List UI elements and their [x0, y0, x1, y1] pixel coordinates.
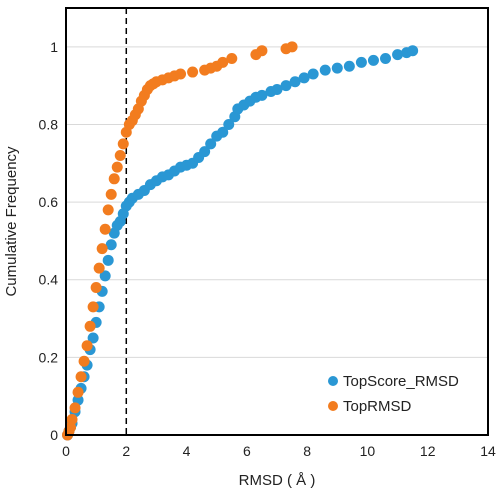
series-1-point-43: [256, 45, 268, 57]
y-tick-label-2: 0.4: [39, 272, 59, 288]
series-1-point-11: [90, 281, 102, 293]
x-tick-label-2: 4: [183, 443, 191, 459]
x-axis-label: RMSD ( Å ): [239, 472, 316, 489]
series-0-point-55: [355, 56, 367, 68]
series-0-point-49: [289, 76, 301, 88]
series-1-point-19: [114, 150, 126, 162]
y-tick-label-3: 0.6: [39, 194, 59, 210]
series-0-point-36: [205, 138, 217, 150]
series-1-point-10: [87, 301, 99, 313]
legend-label-topscore-rmsd: TopScore_RMSD: [343, 373, 459, 390]
series-0-point-52: [319, 64, 331, 76]
series-1-point-35: [175, 68, 187, 80]
series-1-point-12: [93, 262, 105, 274]
series-0-point-48: [280, 80, 292, 92]
legend-label-toprmsd: TopRMSD: [343, 398, 412, 415]
series-1-point-36: [187, 66, 199, 78]
series-0-point-53: [331, 62, 343, 74]
series-1-point-17: [108, 173, 120, 185]
y-tick-label-5: 1: [50, 39, 58, 55]
y-tick-label-4: 0.8: [39, 116, 59, 132]
data-markers: [62, 41, 419, 441]
y-axis-label: Cumulative Frequency: [3, 146, 20, 297]
series-0-point-51: [307, 68, 319, 80]
plot-frame: [65, 7, 489, 436]
series-0-point-58: [392, 49, 404, 61]
series-0-point-14: [99, 270, 111, 282]
series-0-point-10: [87, 332, 99, 344]
series-0-point-50: [298, 72, 310, 84]
series-1-point-40: [217, 56, 229, 68]
series-1-point-14: [99, 223, 111, 235]
series-1-point-15: [102, 204, 114, 216]
series-1-point-8: [81, 340, 93, 352]
series-0-point-47: [271, 84, 283, 96]
series-0-point-54: [343, 60, 355, 72]
series-1-point-41: [226, 52, 238, 64]
series-1-point-16: [105, 188, 117, 200]
x-tick-label-4: 8: [303, 443, 311, 459]
series-0-point-56: [367, 54, 379, 66]
legend-marker-toprmsd: [328, 401, 338, 411]
y-tick-label-1: 0.2: [39, 349, 59, 365]
x-tick-label-7: 14: [480, 443, 496, 459]
legend: TopScore_RMSD TopRMSD: [328, 373, 459, 415]
series-1-point-9: [84, 320, 96, 332]
series-1-point-3: [66, 413, 78, 425]
x-tick-label-3: 6: [243, 443, 251, 459]
series-1-point-4: [69, 402, 81, 414]
tick-labels: 0 2 4 6 8 10 12 14 0 0.2 0.4 0.6 0.8 1: [39, 39, 496, 459]
series-0-point-15: [102, 254, 114, 266]
legend-marker-topscore-rmsd: [328, 376, 338, 386]
series-0-point-16: [105, 239, 117, 251]
series-1-point-6: [75, 371, 87, 383]
series-0-point-38: [217, 126, 229, 138]
x-tick-label-0: 0: [62, 443, 70, 459]
series-1-point-45: [286, 41, 298, 53]
x-tick-label-5: 10: [360, 443, 376, 459]
x-tick-label-6: 12: [420, 443, 436, 459]
series-1-point-5: [72, 386, 84, 398]
series-1-point-18: [111, 161, 123, 173]
x-tick-label-1: 2: [122, 443, 130, 459]
series-0-point-60: [407, 45, 419, 57]
series-0-point-45: [256, 89, 268, 101]
series-0-point-39: [223, 118, 235, 130]
y-tick-label-0: 0: [50, 427, 58, 443]
series-0-point-57: [380, 52, 392, 64]
series-1-point-7: [78, 355, 90, 367]
series-1-point-20: [117, 138, 129, 150]
gridlines: [66, 46, 488, 358]
series-1-point-13: [96, 243, 108, 255]
series-0-point-35: [199, 146, 211, 158]
